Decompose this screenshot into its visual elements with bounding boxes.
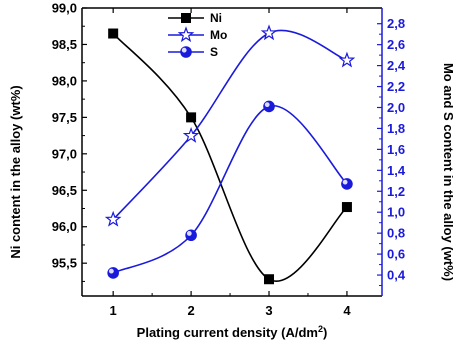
y-left-tick-label: 96,5: [52, 183, 77, 198]
point-s: [107, 267, 119, 279]
marker-circle-fill: [341, 178, 353, 190]
point-mo: [260, 24, 278, 41]
marker-circle-fill: [185, 229, 197, 242]
point-mo: [338, 51, 356, 68]
point-s: [185, 229, 197, 242]
y-right-tick-label: 0,8: [387, 226, 405, 241]
y-left-tick-label: 98,0: [52, 73, 77, 88]
series-layer: [104, 24, 356, 285]
legend-marker-s: [180, 46, 192, 58]
plot-area: [81, 7, 383, 297]
point-mo: [182, 127, 200, 143]
marker-circle-highlight: [342, 179, 348, 185]
y-left-tick-label: 97,0: [52, 146, 77, 161]
y-right-tick-label: 2,8: [387, 16, 405, 31]
x-tick-label: 3: [265, 303, 272, 318]
legend: Ni Mo S: [168, 11, 227, 59]
legend-marker-ni: [181, 13, 191, 23]
point-ni: [264, 274, 275, 285]
y-axis-right-title: Mo and S content in the alloy (wt%): [441, 63, 453, 281]
y-right-tick-label: 2,4: [387, 58, 406, 73]
legend-marker-mo: [177, 26, 195, 43]
series-line-ni: [112, 32, 348, 282]
marker-circle-highlight: [108, 268, 114, 274]
x-tick-label: 4: [343, 303, 351, 318]
point-ni: [108, 28, 119, 39]
y-left-tick-label: 97,5: [52, 110, 77, 125]
y-right-tick-label: 1,4: [387, 163, 406, 178]
y-right-tick-label: 2,0: [387, 100, 405, 115]
point-ni: [341, 202, 352, 213]
x-axis-title: Plating current density (A/dm2): [137, 324, 328, 340]
legend-label-mo: Mo: [210, 28, 227, 42]
y-right-tick-label: 1,2: [387, 184, 405, 199]
y-right-tick-label: 2,6: [387, 37, 405, 52]
legend-label-ni: Ni: [210, 11, 222, 25]
y-right-tick-label: 2,2: [387, 79, 405, 94]
y-right-tick-label: 0,6: [387, 247, 405, 262]
y-right-tick-label: 1,8: [387, 121, 405, 136]
y-right-tick-label: 1,0: [387, 205, 405, 220]
x-tick-label: 1: [110, 303, 117, 318]
marker-circle-highlight: [181, 47, 187, 53]
y-left-tick-label: 95,5: [52, 256, 77, 271]
y-right-tick-label: 0,4: [387, 268, 406, 283]
point-ni: [186, 112, 197, 123]
marker-circle-fill: [107, 267, 119, 279]
marker-circle-highlight: [264, 102, 270, 108]
x-tick-label: 2: [187, 303, 194, 318]
marker-circle-fill: [263, 100, 275, 113]
point-s: [263, 100, 275, 113]
marker-circle-fill: [180, 46, 192, 58]
marker-circle-highlight: [186, 231, 192, 236]
y-right-tick-label: 1,6: [387, 142, 405, 157]
y-left-tick-label: 96,0: [52, 219, 77, 234]
axis-ticks: 95,5 96,0 96,5 97,0 97,5 98,0 98,5 99,0 0,4 0,6 0,…: [52, 1, 406, 319]
point-mo: [104, 210, 122, 227]
y-left-tick-label: 99,0: [52, 1, 77, 16]
series-line-s: [112, 105, 348, 274]
y-left-tick-label: 98,5: [52, 37, 77, 52]
point-s: [341, 178, 353, 190]
series-line-mo: [112, 29, 348, 221]
y-axis-left-title: Ni content in the alloy (wt%): [8, 85, 23, 258]
legend-label-s: S: [210, 45, 218, 59]
